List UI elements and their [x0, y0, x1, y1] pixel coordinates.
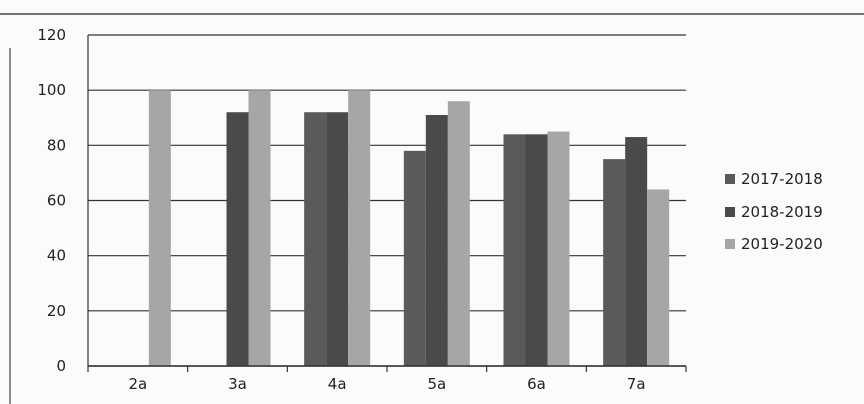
- y-tick-label: 60: [47, 192, 66, 210]
- bar-4a-2018-2019: [326, 112, 349, 366]
- bar-3a-2019-2020: [248, 90, 271, 367]
- legend-swatch: [725, 207, 735, 217]
- bar-6a-2019-2020: [547, 131, 570, 366]
- y-tick-label: 40: [47, 247, 66, 265]
- bar-6a-2018-2019: [525, 134, 548, 366]
- bar-4a-2019-2020: [348, 90, 371, 367]
- gridlines: [88, 34, 686, 367]
- x-tick-label: 7a: [627, 375, 646, 393]
- legend: 2017-2018 2018-2019 2019-2020: [725, 170, 823, 253]
- bar-5a-2019-2020: [447, 101, 470, 366]
- legend-label: 2018-2019: [741, 203, 823, 221]
- y-tick-label: 100: [37, 81, 66, 99]
- legend-label: 2017-2018: [741, 170, 823, 188]
- bar-7a-2017-2018: [603, 159, 626, 366]
- y-tick-label: 80: [47, 136, 66, 154]
- x-tick-label: 3a: [228, 375, 247, 393]
- y-tick-label: 20: [47, 302, 66, 320]
- bar-5a-2017-2018: [403, 150, 426, 366]
- x-tick-label: 4a: [328, 375, 347, 393]
- legend-label: 2019-2020: [741, 235, 823, 253]
- axes: [87, 35, 687, 372]
- bar-4a-2017-2018: [304, 112, 327, 366]
- bars: [148, 90, 670, 367]
- bar-5a-2018-2019: [425, 114, 448, 366]
- legend-swatch: [725, 239, 735, 249]
- bar-2a-2019-2020: [148, 90, 171, 367]
- tick-labels: 0 20 40 60 80 100 120 2a 3a 4a 5a 6a 7a: [37, 26, 645, 393]
- bar-7a-2019-2020: [647, 189, 670, 366]
- bar-6a-2017-2018: [503, 134, 526, 366]
- y-tick-label: 0: [56, 357, 66, 375]
- x-tick-label: 5a: [427, 375, 446, 393]
- y-tick-label: 120: [37, 26, 66, 44]
- x-tick-label: 2a: [128, 375, 147, 393]
- bar-7a-2018-2019: [625, 137, 648, 366]
- bar-3a-2018-2019: [226, 112, 249, 366]
- legend-swatch: [725, 174, 735, 184]
- x-tick-label: 6a: [527, 375, 546, 393]
